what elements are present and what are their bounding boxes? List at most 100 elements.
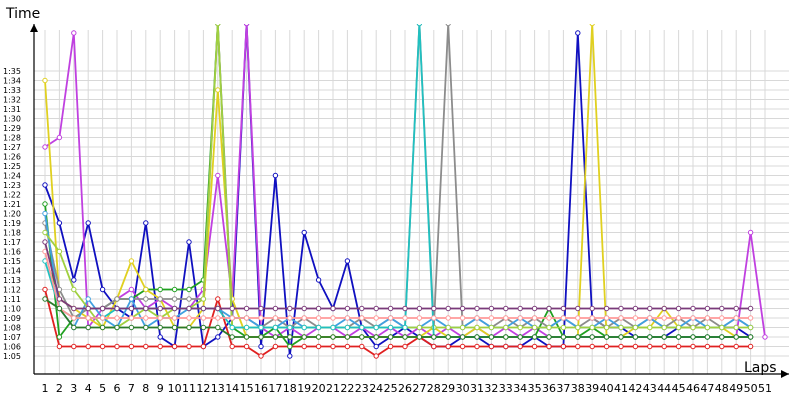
data-point	[546, 343, 552, 350]
data-point	[431, 305, 437, 312]
data-point	[128, 315, 135, 321]
y-tick-label: 1:34	[3, 77, 21, 86]
data-point	[243, 24, 250, 27]
data-point	[387, 343, 394, 350]
x-tick-label: 37	[556, 382, 570, 395]
data-point	[272, 324, 279, 331]
data-point	[215, 172, 221, 179]
data-point	[200, 305, 207, 312]
y-tick-label: 1:35	[3, 67, 21, 76]
y-tick-label: 1:06	[3, 343, 21, 352]
data-point	[661, 343, 667, 350]
data-point	[373, 334, 379, 340]
x-tick-label: 25	[384, 382, 398, 395]
data-point	[171, 296, 178, 302]
data-point	[243, 324, 250, 331]
data-point	[344, 334, 351, 340]
data-point	[459, 334, 466, 340]
x-tick-label: 19	[297, 382, 311, 395]
data-point	[71, 343, 77, 350]
data-point	[747, 229, 754, 236]
data-point	[71, 315, 77, 321]
data-point	[85, 220, 91, 226]
y-tick-label: 1:24	[3, 172, 21, 181]
x-axis-title: Laps	[744, 360, 777, 376]
x-tick-label: 33	[499, 382, 513, 395]
data-point	[704, 305, 711, 312]
data-point	[171, 324, 178, 331]
x-tick-label: 38	[571, 382, 585, 395]
data-point	[99, 286, 106, 293]
data-point	[42, 210, 48, 217]
data-point	[690, 315, 696, 321]
data-point	[243, 315, 250, 321]
data-point	[503, 324, 509, 331]
data-point	[99, 305, 106, 312]
x-tick-label: 2	[56, 382, 63, 395]
data-point	[647, 315, 653, 321]
y-tick-label: 1:05	[3, 352, 21, 361]
data-point	[387, 324, 394, 331]
data-point	[128, 296, 135, 302]
y-tick-label: 1:18	[3, 229, 21, 238]
data-point	[157, 296, 163, 302]
x-tick-label: 22	[340, 382, 354, 395]
x-tick-labels: 1 2 3 4 5 6 7 8 9 10 11 12 13 14 15 16 17 18 19 20 21 22 23 24 2…	[42, 382, 773, 395]
series-11	[42, 296, 754, 340]
data-point	[287, 343, 293, 350]
data-point	[99, 343, 106, 350]
data-point	[575, 305, 581, 312]
data-point	[719, 334, 725, 340]
data-point	[301, 305, 307, 312]
data-point	[546, 305, 552, 312]
series-2	[42, 286, 754, 359]
data-point	[56, 305, 63, 312]
data-point	[647, 334, 653, 340]
x-tick-label: 30	[456, 382, 470, 395]
data-point	[589, 334, 595, 340]
data-point	[315, 315, 322, 321]
data-point	[229, 315, 235, 321]
data-point	[459, 324, 466, 331]
data-point	[733, 343, 739, 350]
data-point	[373, 305, 379, 312]
y-tick-label: 1:13	[3, 276, 21, 285]
x-tick-label: 36	[542, 382, 556, 395]
data-point	[85, 343, 91, 350]
data-point	[704, 324, 711, 331]
data-point	[71, 277, 77, 283]
data-point	[287, 353, 293, 359]
series-group	[42, 24, 768, 359]
data-point	[416, 315, 423, 321]
data-point	[474, 305, 480, 312]
data-point	[99, 315, 106, 321]
data-point	[42, 201, 48, 207]
data-point	[42, 77, 48, 84]
data-point	[143, 305, 149, 312]
data-point	[373, 324, 379, 331]
x-tick-label: 5	[99, 382, 106, 395]
y-tick-label: 1:21	[3, 200, 21, 209]
data-point	[157, 334, 163, 340]
y-tick-label: 1:07	[3, 333, 21, 342]
data-point	[143, 315, 149, 321]
x-tick-label: 4	[85, 382, 92, 395]
data-point	[243, 305, 250, 312]
data-point	[315, 324, 322, 331]
data-point	[488, 305, 495, 312]
data-point	[114, 296, 120, 302]
data-point	[603, 315, 610, 321]
data-point	[632, 305, 639, 312]
data-point	[618, 315, 624, 321]
data-point	[546, 324, 552, 331]
x-tick-label: 34	[513, 382, 527, 395]
data-point	[272, 305, 279, 312]
data-point	[704, 315, 711, 321]
data-point	[474, 343, 480, 350]
data-point	[200, 343, 207, 350]
x-tick-label: 29	[441, 382, 455, 395]
data-point	[459, 315, 466, 321]
data-point	[445, 343, 451, 350]
data-point	[445, 334, 451, 340]
